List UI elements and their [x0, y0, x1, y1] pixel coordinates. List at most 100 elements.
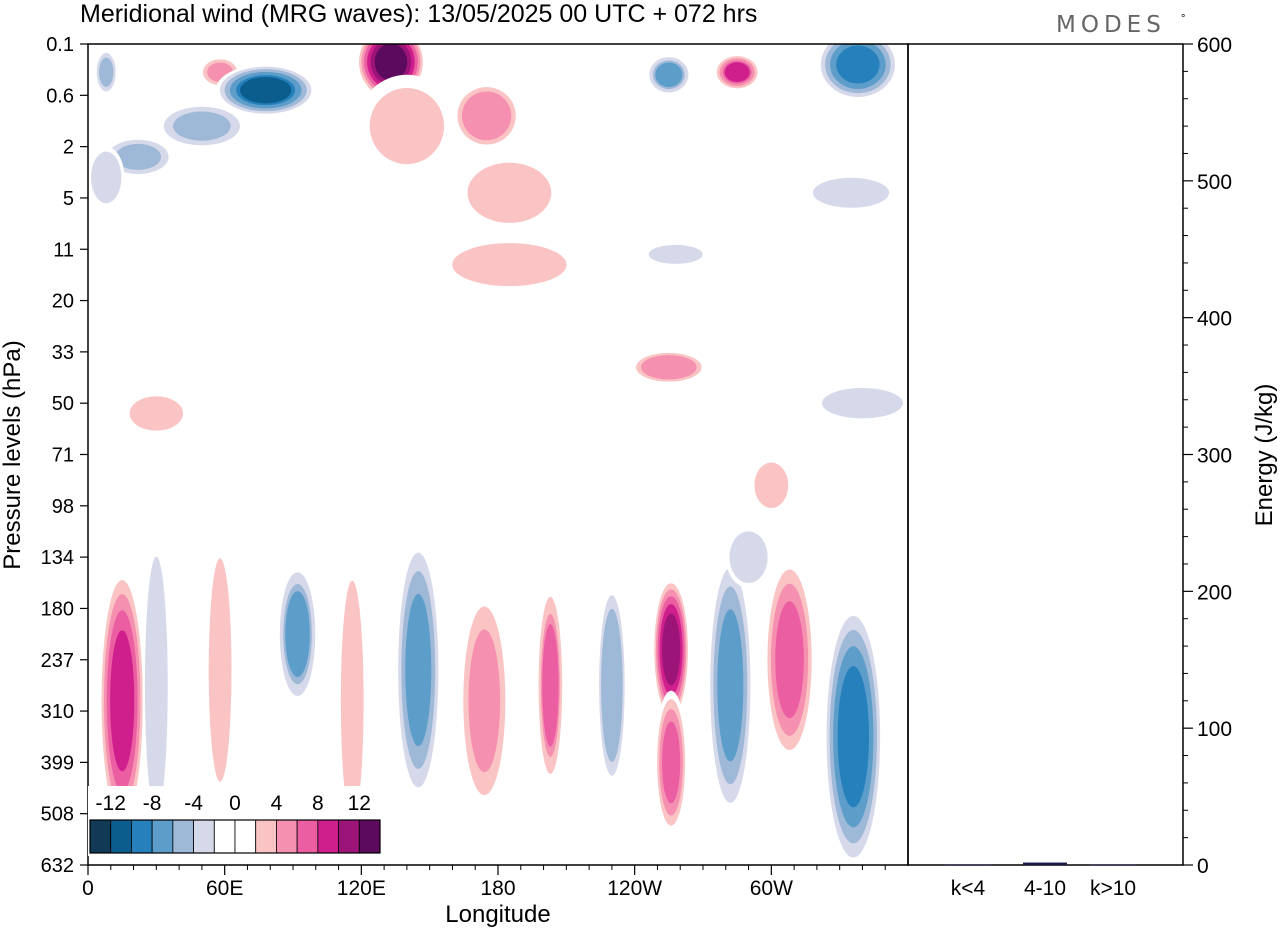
colorbar-swatch — [131, 819, 153, 854]
wind-contour — [467, 162, 552, 223]
wind-contour — [729, 531, 768, 583]
wind-contour — [173, 111, 231, 141]
energy-tick-label: 600 — [1197, 34, 1232, 57]
colorbar-swatch — [276, 819, 298, 854]
energy-category-label: k>10 — [1090, 877, 1136, 900]
colorbar-swatch — [193, 819, 215, 854]
wind-feature — [156, 103, 248, 150]
colorbar-swatch — [296, 819, 319, 854]
wind-feature — [206, 536, 234, 804]
colorbar: -12 -8 -4 0 4 8 12 — [88, 786, 382, 856]
wind-contour — [468, 629, 501, 773]
wind-contour — [91, 151, 122, 204]
x-axis-label: Longitude — [445, 901, 550, 928]
colorbar-label: -8 — [143, 792, 162, 815]
energy-category-label: 4-10 — [1024, 877, 1066, 900]
wind-feature — [627, 349, 710, 386]
y-tick-label: 310 — [41, 701, 74, 723]
wind-contour — [648, 244, 703, 264]
modes-logo-mark: ° — [1181, 13, 1185, 25]
wind-contour — [99, 57, 114, 87]
wind-feature — [725, 526, 772, 588]
energy-bar — [945, 864, 991, 866]
energy-category-label: k<4 — [951, 877, 986, 900]
energy-tick-label: 200 — [1197, 581, 1232, 604]
energy-frame — [907, 43, 1184, 866]
wind-feature — [94, 49, 118, 96]
wind-feature — [459, 587, 510, 814]
wind-feature — [595, 572, 628, 799]
energy-tick-label: 100 — [1197, 718, 1232, 741]
energy-tick-label: 300 — [1197, 445, 1232, 468]
wind-feature — [277, 562, 319, 706]
wind-feature — [807, 382, 908, 424]
wind-feature — [215, 64, 316, 116]
colorbar-frame — [89, 819, 381, 854]
wind-contour — [129, 396, 184, 431]
wind-contour — [208, 558, 232, 782]
wind-feature — [356, 74, 457, 178]
y-tick-label: 632 — [41, 855, 74, 877]
wind-feature — [639, 241, 713, 268]
colorbar-swatch — [172, 819, 194, 854]
y-tick-label: 20 — [52, 291, 74, 313]
wind-feature — [805, 174, 897, 211]
wind-feature — [764, 557, 815, 763]
x-tick-label: 60W — [750, 877, 793, 900]
wind-contour — [821, 387, 903, 419]
colorbar-swatch — [317, 819, 339, 854]
x-tick-label: 0 — [82, 877, 94, 900]
wind-contour — [369, 88, 445, 165]
x-tick-label: 120E — [337, 877, 386, 900]
energy-tick-label: 500 — [1197, 171, 1232, 194]
wind-feature — [459, 156, 560, 229]
wind-feature — [823, 603, 883, 865]
y-axis-label: Pressure levels (hPa) — [0, 340, 26, 569]
modes-logo: MODES ° — [1056, 12, 1185, 38]
wind-feature — [99, 567, 145, 835]
wind-contour — [144, 556, 168, 815]
x-tick-label: 120W — [607, 877, 662, 900]
x-axis-ticks: 0 60E 120E 180 120W 60W — [82, 865, 886, 900]
modes-logo-text: MODES — [1056, 12, 1166, 38]
y-tick-label: 0.6 — [46, 85, 74, 107]
y-tick-label: 98 — [52, 496, 74, 518]
wind-contour — [110, 630, 135, 772]
wind-contour — [812, 177, 890, 208]
wind-contour — [115, 143, 162, 170]
energy-bar — [1023, 862, 1067, 865]
colorbar-swatch — [234, 819, 257, 854]
wind-contour — [461, 91, 512, 141]
energy-x-ticks: k<4 4-10 k>10 — [951, 877, 1136, 900]
wind-feature — [646, 54, 692, 96]
wind-contour — [340, 580, 364, 821]
x-tick-label: 180 — [480, 877, 515, 900]
energy-tick-label: 400 — [1197, 308, 1232, 331]
wind-contour — [837, 666, 870, 808]
wind-contour — [775, 601, 804, 719]
wind-feature — [441, 238, 578, 291]
x-tick-label: 60E — [206, 877, 243, 900]
colorbar-swatch — [89, 819, 112, 854]
wind-feature — [714, 54, 760, 91]
y-tick-label: 71 — [52, 445, 74, 467]
wind-contour — [285, 591, 310, 677]
colorbar-label: 0 — [229, 792, 241, 815]
colorbar-label: -12 — [96, 792, 126, 815]
energy-y-ticks: 0 100 200 300 400 500 600 — [1183, 34, 1232, 878]
y-tick-label: 399 — [41, 752, 74, 774]
wind-contour — [662, 721, 681, 804]
y-tick-label: 508 — [41, 804, 74, 826]
colorbar-swatch — [358, 819, 381, 854]
colorbar-label: -4 — [184, 792, 203, 815]
y-tick-label: 5 — [63, 188, 74, 210]
wind-feature — [816, 44, 899, 101]
y-tick-label: 2 — [63, 137, 74, 159]
wind-feature — [652, 577, 690, 722]
wind-contour — [724, 62, 750, 83]
wind-contour — [836, 45, 880, 84]
wind-feature — [707, 552, 754, 819]
heatmap-panel: 0 60E 120E 180 120W 60W 0.1 0.6 2 5 11 20 33 50 71 98 1… — [0, 34, 909, 928]
colorbar-label: 8 — [312, 792, 324, 815]
